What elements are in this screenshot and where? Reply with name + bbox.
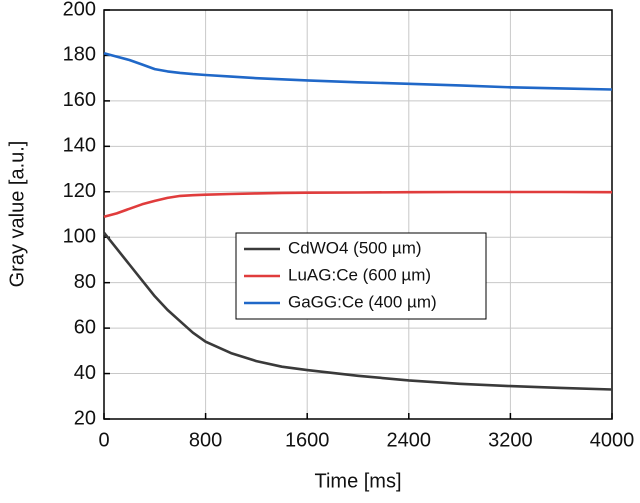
legend-label: GaGG:Ce (400 µm) [288,292,437,311]
y-axis-label: Gray value [a.u.] [6,141,28,288]
y-tick-label: 100 [63,226,96,248]
x-axis-label: Time [ms] [314,470,401,492]
y-tick-label: 120 [63,180,96,202]
series-line [102,231,613,391]
y-tick-label: 200 [63,0,96,20]
x-tick-label: 2400 [387,429,432,451]
plot-frame [103,9,613,420]
legend-label: LuAG:Ce (600 µm) [288,265,431,284]
x-tick-label: 0 [98,429,109,451]
x-tick-label: 1600 [285,429,330,451]
y-tick-label: 60 [74,316,96,338]
x-tick-label: 4000 [590,429,635,451]
x-tick-label: 3200 [488,429,533,451]
legend: CdWO4 (500 µm) LuAG:Ce (600 µm) GaGG:Ce (4… [235,232,487,320]
y-tick-label: 80 [74,271,96,293]
series-line [103,51,613,91]
y-tick-label: 140 [63,135,96,157]
series-line [103,190,613,219]
y-tick-label: 20 [74,407,96,429]
y-tick-label: 160 [63,89,96,111]
x-tick-label: 800 [189,429,222,451]
y-tick-label: 180 [63,44,96,66]
legend-label: CdWO4 (500 µm) [288,238,422,257]
y-tick-label: 40 [74,362,96,384]
